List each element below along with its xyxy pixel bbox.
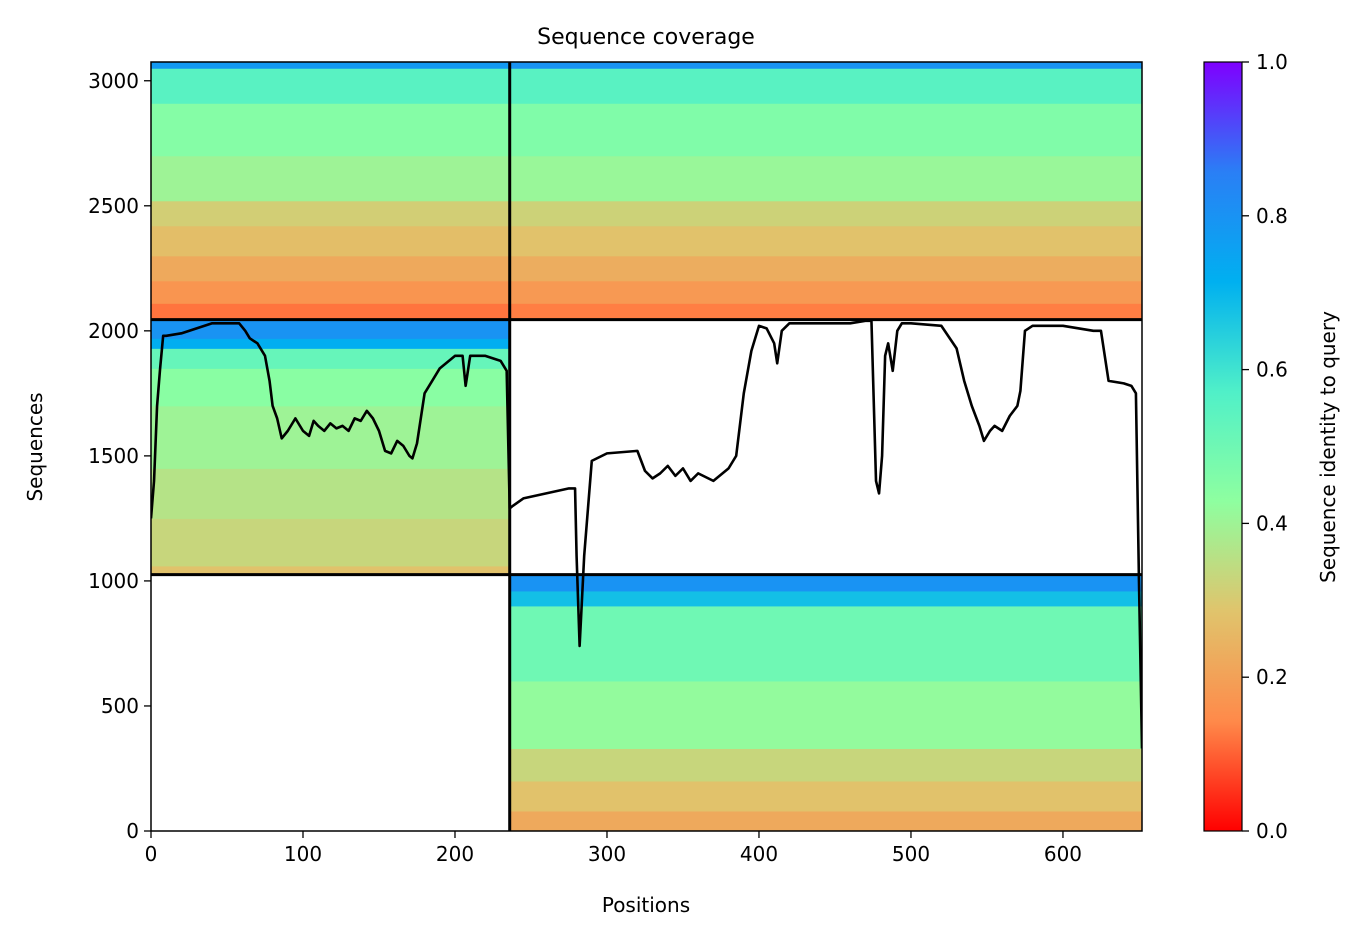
coverage-line-layer bbox=[151, 319, 1142, 749]
heatmap-band bbox=[151, 518, 510, 567]
heatmap-band bbox=[151, 348, 510, 369]
heatmap-band bbox=[509, 62, 1142, 69]
colorbar-tick-label: 0.2 bbox=[1256, 665, 1288, 689]
colorbar: 0.0 0.2 0.4 0.6 0.8 1.0 Sequence identity to … bbox=[1203, 50, 1340, 843]
heatmap-band bbox=[509, 255, 1142, 282]
colorbar-gradient bbox=[1203, 61, 1243, 832]
coverage-heatmap bbox=[151, 62, 1142, 831]
heatmap-block-chain-A-only bbox=[151, 62, 510, 321]
y-tick-label: 2500 bbox=[88, 194, 139, 218]
heatmap-band bbox=[509, 810, 1142, 831]
heatmap-band bbox=[509, 155, 1142, 202]
heatmap-band bbox=[509, 780, 1142, 812]
plot-area: 0 100 200 300 400 500 600 0 500 1000 1500 2000 2500… bbox=[88, 61, 1143, 866]
heatmap-band bbox=[509, 748, 1142, 782]
heatmap-band bbox=[151, 280, 510, 304]
heatmap-band bbox=[509, 590, 1142, 607]
heatmap-band bbox=[151, 319, 510, 339]
x-axis: 0 100 200 300 400 500 600 bbox=[145, 831, 1082, 866]
heatmap-band bbox=[509, 303, 1142, 321]
x-tick-label: 100 bbox=[284, 842, 322, 866]
heatmap-band bbox=[151, 368, 510, 407]
x-tick-label: 600 bbox=[1044, 842, 1082, 866]
y-tick-label: 3000 bbox=[88, 69, 139, 93]
y-tick-label: 1500 bbox=[88, 444, 139, 468]
heatmap-band bbox=[151, 338, 510, 349]
heatmap-band bbox=[151, 200, 510, 227]
x-tick-label: 400 bbox=[740, 842, 778, 866]
colorbar-ticks: 0.0 0.2 0.4 0.6 0.8 1.0 bbox=[1242, 50, 1288, 843]
heatmap-band bbox=[151, 565, 510, 576]
heatmap-band bbox=[151, 303, 510, 321]
colorbar-tick-label: 1.0 bbox=[1256, 50, 1288, 74]
heatmap-block-chain-B-single bbox=[509, 574, 1142, 831]
heatmap-band bbox=[151, 468, 510, 519]
heatmap-band bbox=[151, 68, 510, 104]
plot-frame bbox=[150, 61, 1143, 832]
y-tick-label: 0 bbox=[126, 819, 139, 843]
heatmap-band bbox=[509, 605, 1142, 682]
colorbar-tick-label: 0.8 bbox=[1256, 204, 1288, 228]
colorbar-tick-label: 0.6 bbox=[1256, 358, 1288, 382]
x-tick-label: 300 bbox=[588, 842, 626, 866]
colorbar-label: Sequence identity to query bbox=[1316, 311, 1340, 583]
heatmap-block-chain-B-only bbox=[509, 62, 1142, 321]
heatmap-band bbox=[509, 200, 1142, 227]
colorbar-tick-label: 0.0 bbox=[1256, 819, 1288, 843]
y-tick-label: 2000 bbox=[88, 319, 139, 343]
x-tick-label: 500 bbox=[892, 842, 930, 866]
heatmap-band bbox=[151, 405, 510, 469]
heatmap-band bbox=[509, 225, 1142, 257]
heatmap-band bbox=[151, 103, 510, 157]
heatmap-block-paired-chain-A bbox=[151, 319, 510, 576]
x-axis-label: Positions bbox=[602, 893, 690, 917]
heatmap-band bbox=[509, 680, 1142, 749]
heatmap-band bbox=[151, 62, 510, 69]
heatmap-band bbox=[151, 155, 510, 202]
colorbar-tick-label: 0.4 bbox=[1256, 511, 1288, 535]
chart-title: Sequence coverage bbox=[537, 25, 755, 50]
heatmap-band bbox=[509, 103, 1142, 157]
y-axis-label: Sequences bbox=[23, 392, 47, 501]
coverage-line bbox=[151, 319, 1142, 749]
heatmap-band bbox=[509, 574, 1142, 592]
heatmap-band bbox=[151, 255, 510, 282]
x-tick-label: 200 bbox=[436, 842, 474, 866]
heatmap-band bbox=[151, 225, 510, 257]
heatmap-band bbox=[509, 68, 1142, 104]
y-axis: 0 500 1000 1500 2000 2500 3000 bbox=[88, 69, 151, 843]
heatmap-band bbox=[509, 280, 1142, 304]
x-tick-label: 0 bbox=[145, 842, 158, 866]
y-tick-label: 500 bbox=[101, 694, 139, 718]
y-tick-label: 1000 bbox=[88, 569, 139, 593]
segment-boundaries bbox=[151, 62, 1142, 831]
